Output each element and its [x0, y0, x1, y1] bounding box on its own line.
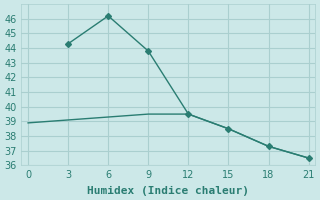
X-axis label: Humidex (Indice chaleur): Humidex (Indice chaleur) — [87, 186, 249, 196]
